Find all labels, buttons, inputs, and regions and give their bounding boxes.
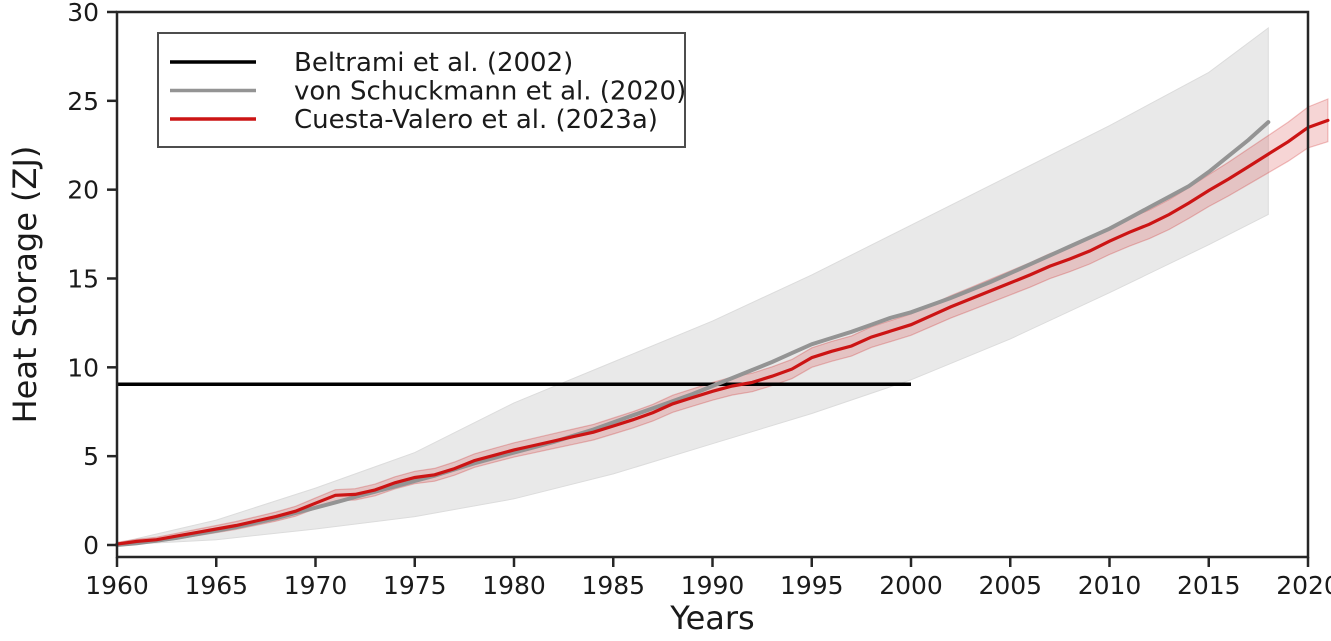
x-tick-label: 1960 [85, 571, 149, 600]
x-tick-label: 2015 [1177, 571, 1241, 600]
series-line-cuesta-valero [115, 118, 1330, 546]
legend-entry-label: von Schuckmann et al. (2020) [294, 77, 686, 107]
x-tick-label: 2000 [879, 571, 943, 600]
y-tick-label: 10 [67, 353, 99, 382]
x-tick-label: 2010 [1078, 571, 1142, 600]
x-tick-label: 1970 [284, 571, 348, 600]
x-tick-label: 2005 [978, 571, 1042, 600]
y-tick-label: 15 [67, 264, 99, 293]
x-tick-label: 1985 [581, 571, 645, 600]
y-tick-label: 20 [67, 176, 99, 205]
x-axis-label: Years [669, 599, 754, 637]
x-tick-label: 1990 [681, 571, 745, 600]
series-line-von-schuckmann [115, 120, 1271, 547]
x-tick-label: 2020 [1276, 571, 1331, 600]
cuesta-valero-uncertainty-band [116, 98, 1329, 547]
x-tick-label: 1980 [482, 571, 546, 600]
legend-entry-label: Beltrami et al. (2002) [294, 48, 573, 78]
x-tick-label: 1965 [184, 571, 248, 600]
y-axis-label: Heat Storage (ZJ) [6, 146, 44, 424]
y-tick-label: 5 [83, 442, 99, 471]
y-tick-label: 25 [67, 87, 99, 116]
x-tick-label: 1975 [383, 571, 447, 600]
y-tick-label: 30 [67, 0, 99, 27]
legend-entry-label: Cuesta-Valero et al. (2023a) [294, 105, 658, 135]
y-tick-label: 0 [83, 531, 99, 560]
von-schuckmann-uncertainty-band [116, 27, 1269, 546]
x-tick-label: 1995 [780, 571, 844, 600]
